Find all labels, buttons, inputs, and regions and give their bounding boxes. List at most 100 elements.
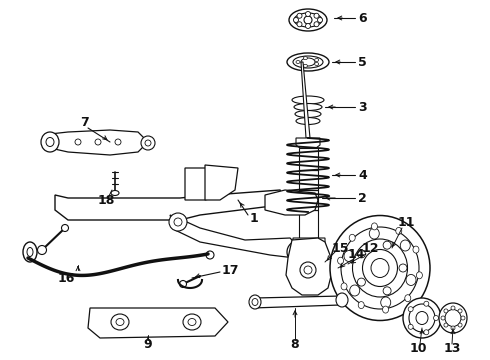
Ellipse shape — [315, 63, 318, 66]
Text: 11: 11 — [398, 216, 416, 229]
Polygon shape — [265, 190, 318, 215]
Ellipse shape — [293, 247, 303, 257]
Ellipse shape — [294, 104, 322, 111]
Ellipse shape — [357, 278, 366, 286]
Ellipse shape — [41, 132, 59, 152]
Ellipse shape — [358, 302, 364, 309]
Ellipse shape — [344, 251, 354, 261]
Polygon shape — [296, 138, 320, 148]
Ellipse shape — [287, 241, 309, 263]
Text: 5: 5 — [358, 55, 367, 68]
Ellipse shape — [439, 303, 467, 333]
Ellipse shape — [296, 60, 300, 63]
Ellipse shape — [301, 58, 315, 66]
Text: 2: 2 — [358, 192, 367, 204]
Ellipse shape — [352, 239, 408, 297]
Text: 9: 9 — [144, 338, 152, 351]
Text: 14: 14 — [348, 248, 366, 261]
Ellipse shape — [249, 295, 261, 309]
Ellipse shape — [409, 304, 435, 332]
Ellipse shape — [445, 310, 461, 327]
Ellipse shape — [416, 272, 422, 279]
Ellipse shape — [371, 258, 389, 278]
Ellipse shape — [444, 323, 448, 327]
Ellipse shape — [115, 139, 121, 145]
Text: 12: 12 — [362, 242, 379, 255]
Ellipse shape — [304, 16, 312, 24]
Ellipse shape — [341, 227, 419, 309]
Ellipse shape — [318, 18, 322, 23]
Ellipse shape — [383, 287, 391, 295]
Ellipse shape — [451, 326, 455, 330]
Text: 10: 10 — [410, 342, 427, 355]
Ellipse shape — [408, 324, 413, 329]
Ellipse shape — [297, 13, 302, 18]
Ellipse shape — [38, 246, 47, 255]
Ellipse shape — [252, 298, 258, 306]
Ellipse shape — [141, 136, 155, 150]
Text: 7: 7 — [80, 116, 89, 129]
Ellipse shape — [297, 22, 302, 27]
Ellipse shape — [294, 18, 298, 23]
Ellipse shape — [399, 264, 407, 272]
Ellipse shape — [381, 297, 391, 308]
Ellipse shape — [287, 53, 329, 71]
Ellipse shape — [169, 213, 187, 231]
Polygon shape — [55, 190, 285, 220]
Ellipse shape — [403, 298, 441, 338]
Ellipse shape — [111, 314, 129, 330]
Polygon shape — [88, 308, 228, 338]
Polygon shape — [170, 215, 300, 258]
Polygon shape — [253, 296, 342, 308]
Ellipse shape — [206, 251, 214, 259]
Ellipse shape — [188, 319, 196, 325]
Ellipse shape — [62, 225, 69, 231]
Ellipse shape — [350, 285, 360, 296]
Text: 13: 13 — [444, 342, 462, 355]
Ellipse shape — [369, 228, 379, 239]
Text: 8: 8 — [291, 338, 299, 351]
Text: 1: 1 — [250, 212, 259, 225]
Ellipse shape — [23, 242, 37, 262]
Ellipse shape — [314, 22, 319, 27]
Ellipse shape — [300, 262, 316, 278]
Ellipse shape — [349, 234, 355, 241]
Polygon shape — [301, 62, 310, 138]
Text: 17: 17 — [222, 264, 240, 276]
Ellipse shape — [371, 223, 377, 230]
Ellipse shape — [183, 314, 201, 330]
Ellipse shape — [396, 228, 402, 234]
Ellipse shape — [461, 316, 465, 320]
Ellipse shape — [405, 295, 411, 302]
Ellipse shape — [441, 316, 445, 320]
Text: 18: 18 — [98, 194, 115, 207]
Ellipse shape — [315, 59, 318, 62]
Ellipse shape — [46, 138, 54, 147]
Ellipse shape — [338, 257, 343, 264]
Ellipse shape — [111, 190, 119, 195]
Ellipse shape — [289, 9, 327, 31]
Ellipse shape — [383, 306, 389, 313]
Ellipse shape — [174, 218, 182, 226]
Text: 4: 4 — [358, 168, 367, 181]
Ellipse shape — [293, 56, 323, 68]
Ellipse shape — [303, 64, 307, 67]
Text: 6: 6 — [358, 12, 367, 24]
Ellipse shape — [383, 241, 391, 249]
Ellipse shape — [451, 306, 455, 310]
Ellipse shape — [336, 293, 348, 307]
Ellipse shape — [295, 111, 321, 117]
Polygon shape — [205, 165, 238, 200]
Ellipse shape — [95, 139, 101, 145]
Ellipse shape — [424, 301, 429, 306]
Ellipse shape — [179, 280, 187, 288]
Ellipse shape — [294, 13, 322, 27]
Ellipse shape — [444, 309, 448, 313]
Ellipse shape — [305, 23, 311, 28]
Ellipse shape — [296, 117, 320, 125]
Ellipse shape — [458, 323, 462, 327]
Ellipse shape — [292, 96, 324, 104]
Text: 3: 3 — [358, 100, 367, 113]
Ellipse shape — [75, 139, 81, 145]
Ellipse shape — [116, 319, 124, 325]
